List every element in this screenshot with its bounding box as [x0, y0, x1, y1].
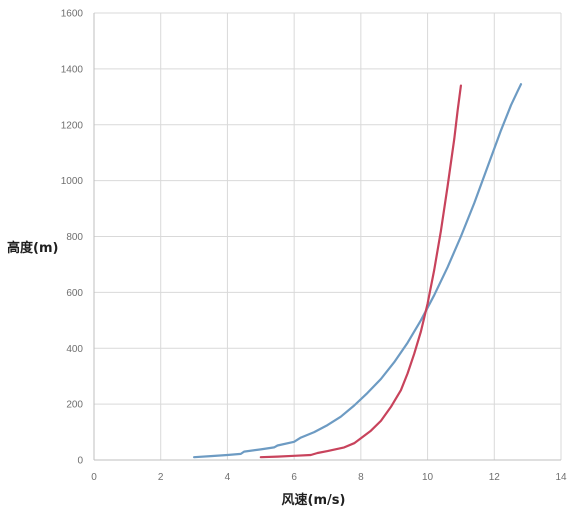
y-tick-label: 800 — [66, 232, 83, 243]
axes — [93, 13, 561, 461]
y-tick-label: 600 — [66, 288, 83, 299]
y-tick-label: 1400 — [61, 64, 84, 75]
series-line-1 — [193, 83, 523, 459]
y-tick-label: 0 — [77, 456, 83, 467]
x-tick-label: 6 — [291, 472, 297, 483]
y-tick-label: 1000 — [61, 176, 84, 187]
y-tick-label: 1600 — [61, 9, 84, 20]
x-tick-label: 10 — [422, 472, 434, 483]
y-tick-label: 400 — [66, 344, 83, 355]
x-tick-label: 0 — [91, 472, 97, 483]
y-tick-label: 1200 — [61, 120, 84, 131]
y-axis-title: 高度(m) — [7, 240, 58, 256]
tick-labels: 0 200 400 600 800 1000 1200 1400 1600 0 2 4 6 8 10 12 14 — [61, 9, 567, 484]
series-line-2 — [259, 84, 462, 459]
x-tick-label: 12 — [489, 472, 501, 483]
x-axis-title: 风速(m/s) — [282, 492, 346, 508]
x-tick-label: 2 — [158, 472, 164, 483]
y-tick-label: 200 — [66, 400, 83, 411]
x-tick-label: 14 — [555, 472, 567, 483]
grid — [94, 12, 562, 460]
x-tick-label: 8 — [358, 472, 364, 483]
series-group — [193, 83, 523, 459]
x-tick-label: 4 — [225, 472, 231, 483]
